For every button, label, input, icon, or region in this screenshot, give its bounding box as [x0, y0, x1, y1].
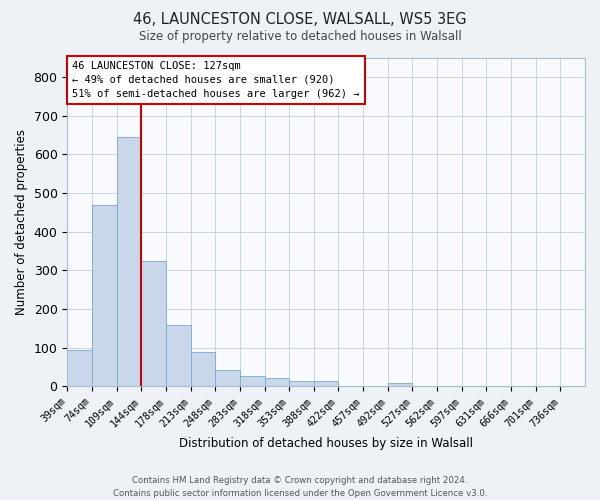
Bar	[67, 350, 92, 387]
Text: 46, LAUNCESTON CLOSE, WALSALL, WS5 3EG: 46, LAUNCESTON CLOSE, WALSALL, WS5 3EG	[133, 12, 467, 28]
Bar	[240, 376, 265, 386]
Bar	[289, 380, 314, 386]
Bar	[191, 352, 215, 386]
Bar	[166, 326, 191, 386]
Bar	[215, 370, 240, 386]
Bar	[116, 137, 141, 386]
Bar	[92, 204, 116, 386]
Text: 46 LAUNCESTON CLOSE: 127sqm
← 49% of detached houses are smaller (920)
51% of se: 46 LAUNCESTON CLOSE: 127sqm ← 49% of det…	[73, 61, 360, 99]
Y-axis label: Number of detached properties: Number of detached properties	[15, 129, 28, 315]
Bar	[265, 378, 289, 386]
Bar	[141, 260, 166, 386]
Bar	[314, 382, 338, 386]
X-axis label: Distribution of detached houses by size in Walsall: Distribution of detached houses by size …	[179, 437, 473, 450]
Text: Contains HM Land Registry data © Crown copyright and database right 2024.
Contai: Contains HM Land Registry data © Crown c…	[113, 476, 487, 498]
Bar	[388, 384, 412, 386]
Text: Size of property relative to detached houses in Walsall: Size of property relative to detached ho…	[139, 30, 461, 43]
